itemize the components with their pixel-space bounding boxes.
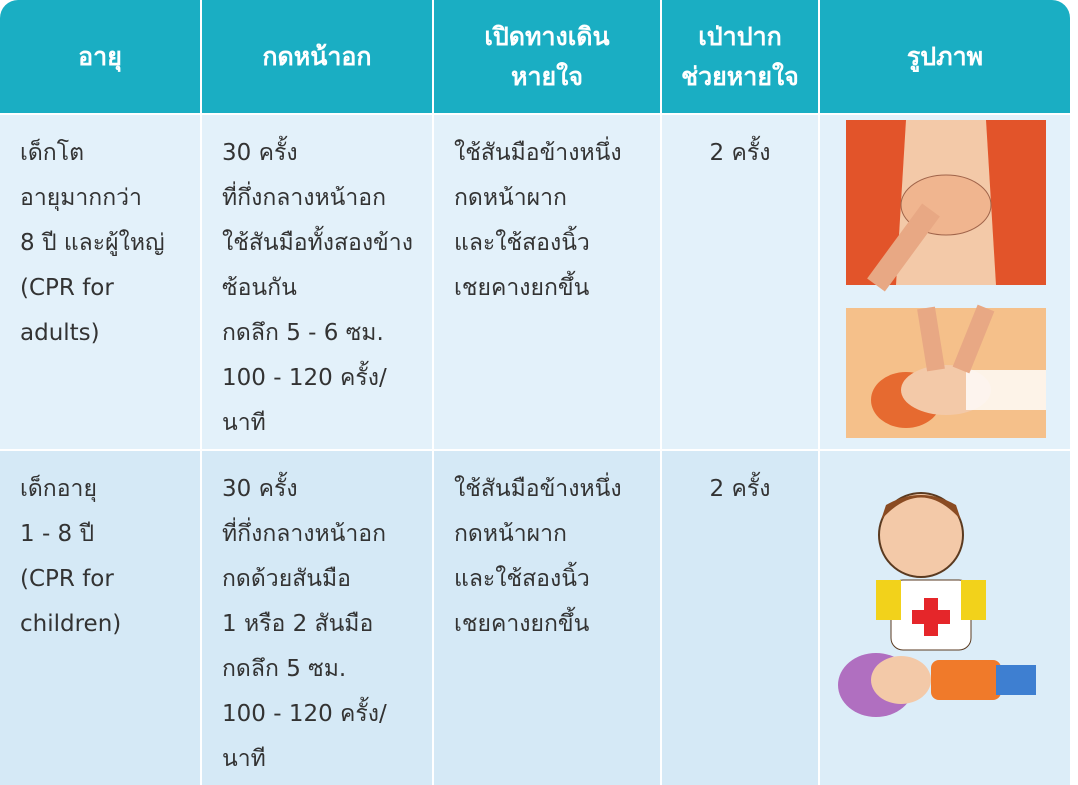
header-cell: อายุ	[0, 0, 200, 113]
text-line: เด็กโต	[20, 140, 85, 166]
text-line: ใช้สันมือข้างหนึ่ง	[454, 140, 622, 166]
text-line: ใช้สันมือข้างหนึ่ง	[454, 476, 622, 502]
text-line: (CPR for	[20, 275, 114, 301]
text-line: ที่กึ่งกลางหน้าอก	[222, 185, 387, 211]
text-line: 2 ครั้ง	[709, 476, 771, 502]
text-line: ซ้อนกัน	[222, 275, 297, 301]
body-cell: เด็กโตอายุมากกว่า 8 ปี และผู้ใหญ่ (CPR for…	[0, 115, 200, 449]
child-cpr-illustration	[838, 492, 1036, 717]
header-cell: เป่าปากช่วยหายใจ	[662, 0, 818, 113]
text-line: และใช้สองนิ้ว	[454, 230, 590, 256]
text-line: เชยคางยกขึ้น	[454, 275, 590, 301]
body-cell: เด็กอายุ 1 - 8 ปี (CPR for children)	[0, 451, 200, 785]
text-line: และใช้สองนิ้ว	[454, 566, 590, 592]
text-line: 30 ครั้ง	[222, 140, 298, 166]
text-line: กดลึก 5 ซม.	[222, 656, 347, 682]
text-line: รูปภาพ	[906, 41, 984, 71]
text-line: 2 ครั้ง	[709, 140, 771, 166]
body-cell: ใช้สันมือข้างหนึ่งกดหน้าผากและใช้สองนิ้ว…	[434, 115, 660, 449]
text-line: children)	[20, 611, 122, 637]
text-line: 30 ครั้ง	[222, 476, 298, 502]
adult-cpr-illustration	[846, 120, 1046, 438]
body-cell: ใช้สันมือข้างหนึ่งกดหน้าผากและใช้สองนิ้ว…	[434, 451, 660, 785]
body-cell: 30 ครั้งที่กึ่งกลางหน้าอกกดด้วยสันมือ 1 ห…	[202, 451, 432, 785]
text-line: ใช้สันมือทั้งสองข้าง	[222, 230, 413, 256]
text-line: นาที	[222, 746, 266, 772]
text-line: 100 - 120 ครั้ง/	[222, 365, 387, 391]
text-line: กดหน้าอก	[262, 41, 372, 71]
text-line: 1 หรือ 2 สันมือ	[222, 611, 374, 637]
header-cell: รูปภาพ	[820, 0, 1070, 113]
text-line: adults)	[20, 320, 100, 346]
text-line: (CPR for	[20, 566, 114, 592]
text-line: อายุมากกว่า	[20, 185, 142, 211]
body-cell: 2 ครั้ง	[662, 451, 818, 785]
text-line: กดด้วยสันมือ	[222, 566, 351, 592]
text-line: กดหน้าผาก	[454, 185, 567, 211]
body-cell: 2 ครั้ง	[662, 115, 818, 449]
text-line: กดลึก 5 - 6 ซม.	[222, 320, 384, 346]
text-line: เด็กอายุ	[20, 476, 97, 502]
text-line: 100 - 120 ครั้ง/	[222, 701, 387, 727]
body-cell: 30 ครั้งที่กึ่งกลางหน้าอกใช้สันมือทั้งสอ…	[202, 115, 432, 449]
text-line: ที่กึ่งกลางหน้าอก	[222, 521, 387, 547]
text-line: หายใจ	[510, 61, 584, 91]
text-line: กดหน้าผาก	[454, 521, 567, 547]
header-cell: กดหน้าอก	[202, 0, 432, 113]
text-line: เชยคางยกขึ้น	[454, 611, 590, 637]
text-line: อายุ	[78, 41, 122, 71]
text-line: เป่าปาก	[698, 21, 782, 51]
text-line: 8 ปี และผู้ใหญ่	[20, 230, 165, 256]
text-line: นาที	[222, 410, 266, 436]
text-line: เปิดทางเดิน	[484, 21, 610, 51]
header-cell: เปิดทางเดินหายใจ	[434, 0, 660, 113]
text-line: ช่วยหายใจ	[681, 61, 799, 91]
text-line: 1 - 8 ปี	[20, 521, 95, 547]
